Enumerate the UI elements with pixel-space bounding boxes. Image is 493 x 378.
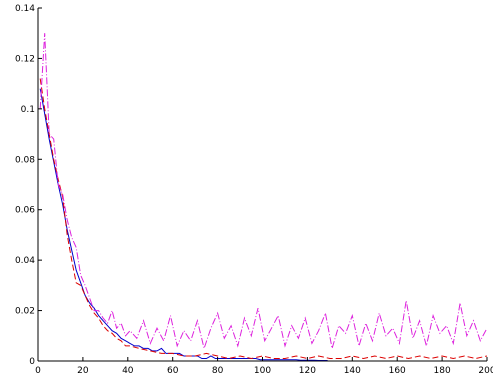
series-line-3 xyxy=(39,33,488,351)
x-tick-label: 160 xyxy=(389,366,406,376)
x-tick-label: 100 xyxy=(254,366,271,376)
y-tick-label: 0.02 xyxy=(15,307,35,317)
series-line-2 xyxy=(39,78,488,360)
y-tick-label: 0.04 xyxy=(15,256,35,266)
y-axis: 0 0.02 0.04 0.06 0.08 0.1 0.12 0.14 xyxy=(15,4,42,367)
x-tick-label: 60 xyxy=(167,366,179,376)
x-tick-label: 80 xyxy=(212,366,224,376)
x-tick-label: 40 xyxy=(122,366,134,376)
y-tick-label: 0 xyxy=(29,357,35,367)
series-line-1 xyxy=(39,88,328,361)
x-axis: 0 20 40 60 80 100 120 140 160 180 200 xyxy=(35,357,493,376)
y-tick-label: 0.06 xyxy=(15,206,35,216)
x-tick-label: 20 xyxy=(77,366,89,376)
y-tick-label: 0.08 xyxy=(15,155,35,165)
x-tick-label: 120 xyxy=(299,366,316,376)
x-tick-label: 200 xyxy=(478,366,493,376)
x-tick-label: 140 xyxy=(344,366,361,376)
x-tick-label: 0 xyxy=(35,366,41,376)
plot-area xyxy=(39,33,488,361)
x-tick-label: 180 xyxy=(434,366,451,376)
y-tick-label: 0.14 xyxy=(15,4,35,14)
y-tick-label: 0.12 xyxy=(15,54,35,64)
y-tick-label: 0.1 xyxy=(21,105,35,115)
